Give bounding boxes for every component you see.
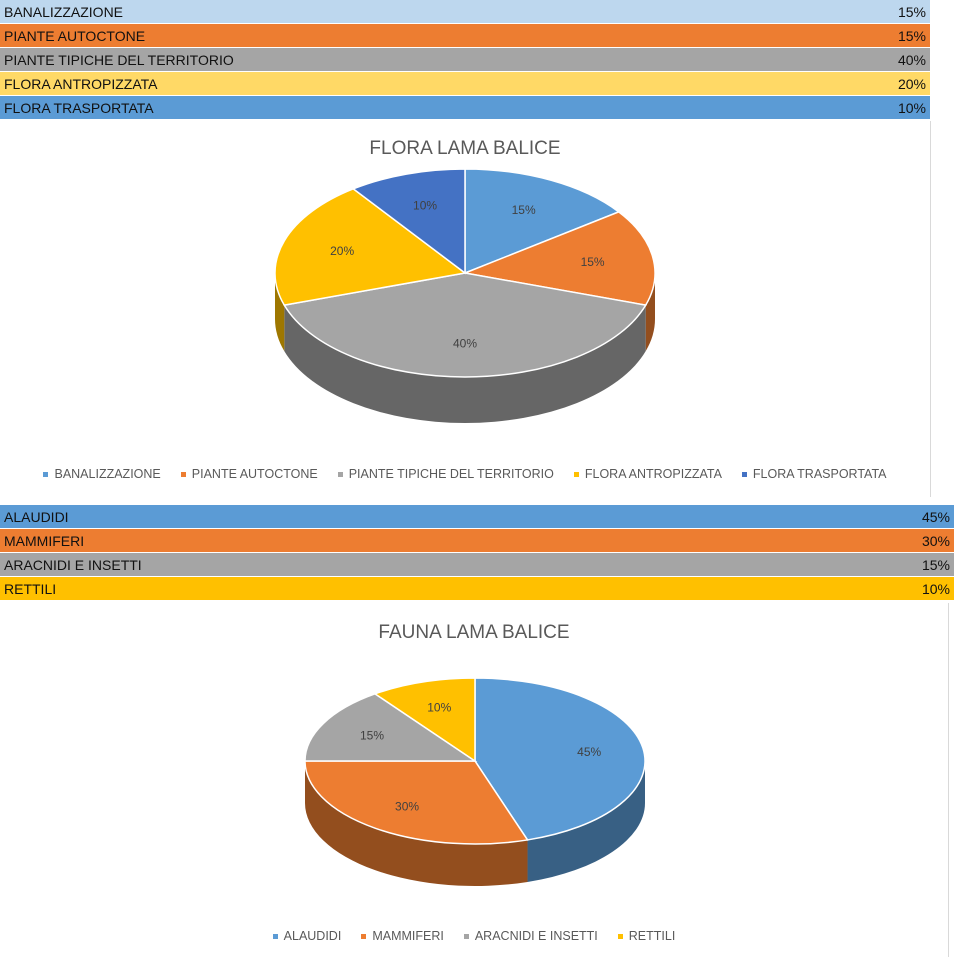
flora-chart: FLORA LAMA BALICE 15% 15% 40% 20% 10% BANALI…	[0, 121, 930, 497]
legend-swatch	[180, 472, 186, 478]
table-row: RETTILI 10%	[0, 577, 954, 601]
row-label: FLORA ANTROPIZZATA	[4, 76, 158, 92]
pie-slice-side	[284, 305, 646, 424]
data-label: 10%	[413, 199, 437, 213]
row-label: PIANTE TIPICHE DEL TERRITORIO	[4, 52, 234, 68]
legend: BANALIZZAZIONE PIANTE AUTOCTONE PIANTE TIP…	[0, 467, 930, 481]
row-label: ALAUDIDI	[4, 509, 69, 525]
row-label: BANALIZZAZIONE	[4, 4, 124, 20]
pie-slice	[351, 168, 466, 275]
legend-item: PIANTE TIPICHE DEL TERRITORIO	[337, 467, 554, 481]
row-label: RETTILI	[4, 581, 57, 597]
pie-slice	[304, 760, 529, 845]
chart-title: FLORA LAMA BALICE	[369, 138, 561, 159]
table-row: PIANTE AUTOCTONE 15%	[0, 24, 930, 48]
data-label: 20%	[330, 244, 354, 258]
legend-label: PIANTE TIPICHE DEL TERRITORIO	[348, 467, 554, 481]
row-label: PIANTE AUTOCTONE	[4, 28, 146, 44]
legend-label: BANALIZZAZIONE	[54, 467, 161, 481]
row-label: MAMMIFERI	[4, 533, 85, 549]
table-row: FLORA TRASPORTATA 10%	[0, 96, 930, 120]
legend-item: ALAUDIDI	[272, 929, 342, 943]
row-value: 20%	[897, 76, 926, 92]
legend-label: MAMMIFERI	[372, 929, 444, 943]
pie-slice	[283, 272, 647, 378]
row-label: FLORA TRASPORTATA	[4, 100, 154, 116]
row-value: 15%	[897, 4, 926, 20]
legend-label: ARACNIDI E INSETTI	[474, 929, 598, 943]
data-label: 15%	[360, 728, 384, 742]
fauna-pie: 45% 30% 15% 10%	[304, 677, 646, 886]
legend-label: ALAUDIDI	[283, 929, 342, 943]
pie-slice	[464, 168, 621, 275]
flora-pie: 15% 15% 40% 20% 10%	[274, 168, 656, 424]
legend-item: PIANTE AUTOCTONE	[180, 467, 318, 481]
pie-slice-side	[527, 761, 645, 882]
chart-title: FAUNA LAMA BALICE	[378, 622, 570, 643]
legend-item: MAMMIFERI	[361, 929, 444, 943]
data-label: 10%	[427, 700, 451, 714]
pie-slice	[462, 211, 656, 306]
pie-slice	[304, 693, 478, 762]
legend-swatch	[272, 934, 278, 940]
row-value: 45%	[921, 509, 950, 525]
data-label: 30%	[395, 800, 419, 814]
legend-item: RETTILI	[617, 929, 676, 943]
fauna-chart: FAUNA LAMA BALICE 45% 30% 15% 10% ALAUDIDI M…	[0, 603, 948, 957]
legend-label: FLORA TRASPORTATA	[752, 467, 887, 481]
table-row: ALAUDIDI 45%	[0, 505, 954, 529]
data-label: 15%	[581, 255, 605, 269]
row-value: 10%	[921, 581, 950, 597]
legend-label: FLORA ANTROPIZZATA	[584, 467, 722, 481]
flora-table: BANALIZZAZIONE 15% PIANTE AUTOCTONE 15% PI…	[0, 0, 930, 120]
legend-item: BANALIZZAZIONE	[43, 467, 161, 481]
legend-item: FLORA ANTROPIZZATA	[573, 467, 722, 481]
pie-slice	[373, 677, 476, 763]
table-row: MAMMIFERI 30%	[0, 529, 954, 553]
table-row: BANALIZZAZIONE 15%	[0, 0, 930, 24]
legend-label: PIANTE AUTOCTONE	[191, 467, 318, 481]
row-value: 15%	[897, 28, 926, 44]
data-label: 45%	[577, 745, 601, 759]
legend-swatch	[463, 934, 469, 940]
legend-swatch	[361, 934, 367, 940]
table-row: FLORA ANTROPIZZATA 20%	[0, 72, 930, 96]
pie-slice	[274, 188, 467, 306]
data-label: 15%	[512, 203, 536, 217]
legend-item: FLORA TRASPORTATA	[741, 467, 887, 481]
table-row: ARACNIDI E INSETTI 15%	[0, 553, 954, 577]
legend-swatch	[337, 472, 343, 478]
legend-swatch	[741, 472, 747, 478]
pie-slice-side	[645, 273, 655, 352]
table-row: PIANTE TIPICHE DEL TERRITORIO 40%	[0, 48, 930, 72]
fauna-table: ALAUDIDI 45% MAMMIFERI 30% ARACNIDI E INSE…	[0, 505, 954, 601]
legend-swatch	[573, 472, 579, 478]
data-label: 40%	[453, 337, 477, 351]
pie-slice-side	[275, 273, 285, 352]
legend-swatch	[617, 934, 623, 940]
row-value: 10%	[897, 100, 926, 116]
row-value: 40%	[897, 52, 926, 68]
row-value: 30%	[921, 533, 950, 549]
row-value: 15%	[921, 557, 950, 573]
pie-slice	[474, 677, 646, 841]
divider	[930, 121, 931, 497]
pie-slice-side	[305, 761, 528, 886]
legend: ALAUDIDI MAMMIFERI ARACNIDI E INSETTI RETTI…	[0, 929, 948, 943]
legend-label: RETTILI	[628, 929, 676, 943]
row-label: ARACNIDI E INSETTI	[4, 557, 142, 573]
divider	[948, 603, 949, 957]
legend-item: ARACNIDI E INSETTI	[463, 929, 598, 943]
legend-swatch	[43, 472, 49, 478]
